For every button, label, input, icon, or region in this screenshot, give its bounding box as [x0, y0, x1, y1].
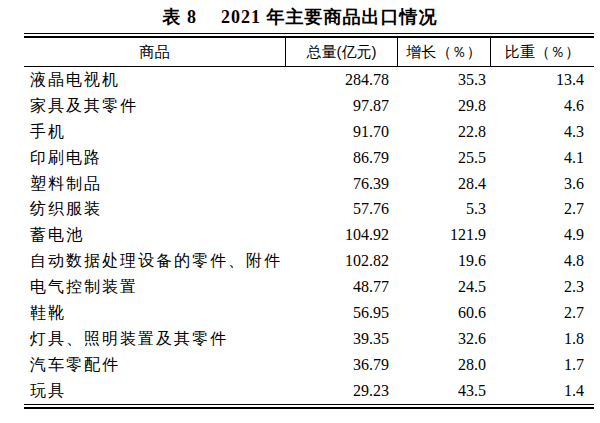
commodity-cell: 手机	[24, 119, 285, 145]
total-cell: 91.70	[285, 119, 397, 145]
commodity-cell: 自动数据处理设备的零件、附件	[24, 248, 285, 274]
growth-cell: 25.5	[397, 145, 490, 171]
growth-cell: 35.3	[397, 67, 490, 93]
growth-cell: 19.6	[397, 248, 490, 274]
table-row: 印刷电路 86.79 25.5 4.1	[24, 145, 594, 171]
share-cell: 1.7	[490, 352, 594, 378]
growth-cell: 32.6	[397, 326, 490, 352]
share-cell: 4.3	[490, 119, 594, 145]
table-title: 表 8 2021 年主要商品出口情况	[0, 4, 600, 30]
total-cell: 97.87	[285, 93, 397, 119]
table-row: 塑料制品 76.39 28.4 3.6	[24, 171, 594, 197]
share-cell: 13.4	[490, 67, 594, 93]
table-caption: 2021 年主要商品出口情况	[221, 7, 438, 27]
commodity-cell: 家具及其零件	[24, 93, 285, 119]
table-row: 蓄电池 104.92 121.9 4.9	[24, 222, 594, 248]
growth-cell: 60.6	[397, 300, 490, 326]
share-cell: 4.1	[490, 145, 594, 171]
header-share: 比重（％）	[490, 38, 594, 66]
share-cell: 4.8	[490, 248, 594, 274]
commodity-cell: 电气控制装置	[24, 274, 285, 300]
total-cell: 86.79	[285, 145, 397, 171]
table-row: 纺织服装 57.76 5.3 2.7	[24, 196, 594, 222]
share-cell: 2.7	[490, 196, 594, 222]
growth-cell: 29.8	[397, 93, 490, 119]
share-cell: 4.9	[490, 222, 594, 248]
total-cell: 284.78	[285, 67, 397, 93]
growth-cell: 24.5	[397, 274, 490, 300]
commodity-cell: 纺织服装	[24, 196, 285, 222]
table-row: 鞋靴 56.95 60.6 2.7	[24, 300, 594, 326]
commodity-cell: 玩具	[24, 378, 285, 404]
commodity-cell: 灯具、照明装置及其零件	[24, 326, 285, 352]
document-page: 表 8 2021 年主要商品出口情况 商品 总量(亿元) 增长（％） 比重（％） …	[0, 0, 600, 423]
export-table: 商品 总量(亿元) 增长（％） 比重（％） 液晶电视机 284.78 35.3 …	[24, 33, 594, 409]
table-row: 手机 91.70 22.8 4.3	[24, 119, 594, 145]
total-cell: 76.39	[285, 171, 397, 197]
total-cell: 29.23	[285, 378, 397, 404]
total-cell: 39.35	[285, 326, 397, 352]
growth-cell: 28.4	[397, 171, 490, 197]
table-row: 灯具、照明装置及其零件 39.35 32.6 1.8	[24, 326, 594, 352]
commodity-cell: 印刷电路	[24, 145, 285, 171]
share-cell: 2.3	[490, 274, 594, 300]
table-row: 液晶电视机 284.78 35.3 13.4	[24, 67, 594, 93]
table-number: 表 8	[163, 7, 198, 27]
header-total: 总量(亿元)	[285, 38, 397, 66]
header-growth: 增长（％）	[397, 38, 490, 66]
table-row: 玩具 29.23 43.5 1.4	[24, 378, 594, 404]
commodity-cell: 鞋靴	[24, 300, 285, 326]
growth-cell: 121.9	[397, 222, 490, 248]
commodity-cell: 塑料制品	[24, 171, 285, 197]
share-cell: 1.8	[490, 326, 594, 352]
total-cell: 104.92	[285, 222, 397, 248]
total-cell: 102.82	[285, 248, 397, 274]
commodity-cell: 汽车零配件	[24, 352, 285, 378]
table-row: 自动数据处理设备的零件、附件 102.82 19.6 4.8	[24, 248, 594, 274]
commodity-cell: 蓄电池	[24, 222, 285, 248]
total-cell: 57.76	[285, 196, 397, 222]
total-cell: 48.77	[285, 274, 397, 300]
share-cell: 3.6	[490, 171, 594, 197]
header-commodity: 商品	[24, 38, 285, 66]
share-cell: 2.7	[490, 300, 594, 326]
table-body: 液晶电视机 284.78 35.3 13.4 家具及其零件 97.87 29.8…	[24, 67, 594, 404]
total-cell: 36.79	[285, 352, 397, 378]
share-cell: 4.6	[490, 93, 594, 119]
table-row: 电气控制装置 48.77 24.5 2.3	[24, 274, 594, 300]
table-row: 汽车零配件 36.79 28.0 1.7	[24, 352, 594, 378]
bottom-double-rule	[24, 404, 594, 409]
growth-cell: 5.3	[397, 196, 490, 222]
growth-cell: 28.0	[397, 352, 490, 378]
share-cell: 1.4	[490, 378, 594, 404]
growth-cell: 22.8	[397, 119, 490, 145]
total-cell: 56.95	[285, 300, 397, 326]
table-header-row: 商品 总量(亿元) 增长（％） 比重（％）	[24, 38, 594, 67]
growth-cell: 43.5	[397, 378, 490, 404]
commodity-cell: 液晶电视机	[24, 67, 285, 93]
table-row: 家具及其零件 97.87 29.8 4.6	[24, 93, 594, 119]
